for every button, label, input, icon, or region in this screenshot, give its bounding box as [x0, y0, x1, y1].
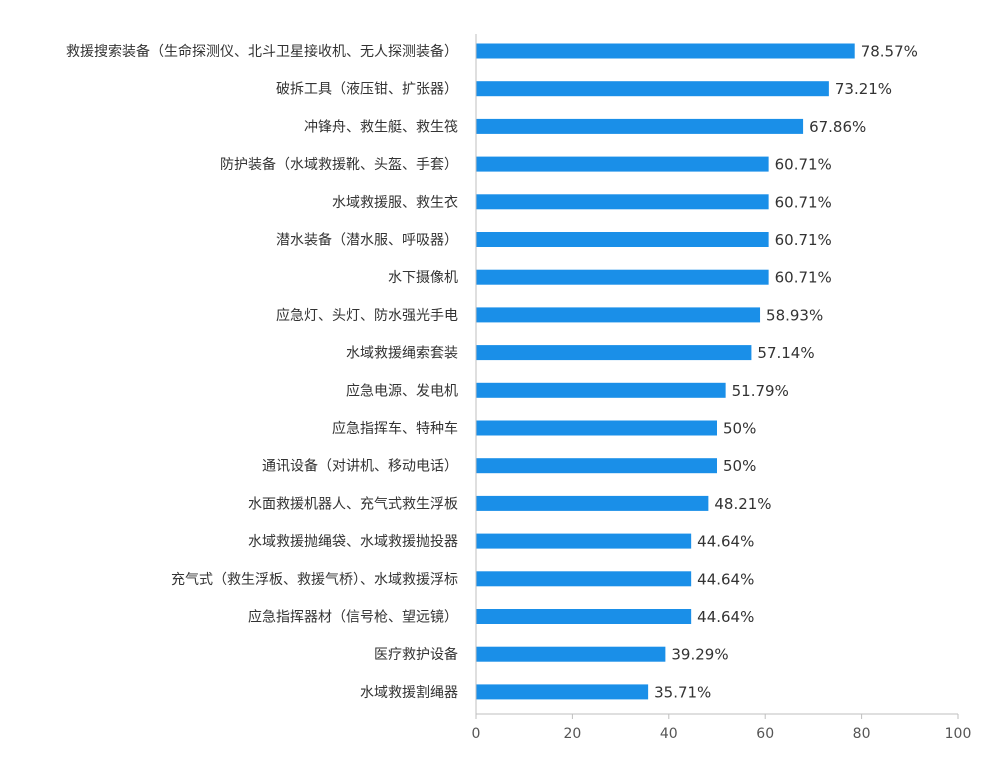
- value-label: 44.64%: [697, 570, 754, 588]
- category-label: 破拆工具（液压钳、扩张器）: [276, 82, 458, 98]
- category-label: 充气式（救生浮板、救援气桥）、水域救援浮标: [171, 572, 458, 588]
- bar: [476, 81, 829, 97]
- bar: [476, 43, 855, 59]
- value-label: 44.64%: [697, 533, 754, 551]
- x-tick-label: 20: [563, 726, 581, 742]
- value-label: 50%: [723, 420, 756, 438]
- bar: [476, 646, 666, 662]
- category-label: 救援搜索装备（生命探测仪、北斗卫星接收机、无人探测装备）: [66, 43, 458, 60]
- category-labels: 救援搜索装备（生命探测仪、北斗卫星接收机、无人探测装备） 破拆工具（液压钳、扩张器…: [66, 43, 458, 701]
- value-label: 44.64%: [697, 608, 754, 626]
- bar: [476, 420, 717, 436]
- category-label: 冲锋舟、救生艇、救生筏: [304, 118, 458, 135]
- bar: [476, 382, 726, 398]
- value-label: 50%: [723, 457, 756, 475]
- bar: [476, 156, 769, 172]
- category-label: 应急指挥车、特种车: [332, 420, 458, 437]
- category-label: 水域救援抛绳袋、水域救援抛投器: [248, 534, 458, 550]
- bar: [476, 684, 649, 700]
- category-label: 水域救援服、救生衣: [332, 195, 458, 211]
- category-label: 应急指挥器材（信号枪、望远镜）: [248, 609, 458, 626]
- bar: [476, 495, 709, 511]
- value-label: 48.21%: [714, 495, 771, 513]
- bar: [476, 345, 752, 361]
- bar: [476, 458, 717, 474]
- x-tick-label: 60: [756, 726, 774, 742]
- category-label: 应急电源、发电机: [346, 382, 458, 399]
- category-label: 水域救援绳索套装: [346, 345, 458, 362]
- value-label: 67.86%: [809, 118, 866, 136]
- bars-group: [476, 43, 855, 700]
- value-label: 60.71%: [775, 156, 832, 174]
- bar: [476, 533, 692, 549]
- x-tick-label: 0: [472, 726, 481, 742]
- x-tick-label: 40: [660, 726, 678, 742]
- value-label: 51.79%: [732, 382, 789, 400]
- bar: [476, 571, 692, 587]
- x-tick-label: 100: [945, 726, 972, 742]
- value-label: 60.71%: [775, 269, 832, 287]
- category-label: 通讯设备（对讲机、移动电话）: [262, 458, 458, 475]
- x-axis-ticks: 0 20 40 60 80 100: [472, 714, 972, 742]
- bar: [476, 307, 761, 323]
- value-labels: 78.57% 73.21% 67.86% 60.71% 60.71% 60.71% 60.7…: [654, 43, 918, 702]
- category-label: 水面救援机器人、充气式救生浮板: [248, 496, 458, 512]
- x-tick-label: 80: [853, 726, 871, 742]
- category-label: 潜水装备（潜水服、呼吸器）: [276, 232, 458, 249]
- value-label: 78.57%: [861, 43, 918, 61]
- category-label: 应急灯、头灯、防水强光手电: [276, 307, 458, 324]
- category-label: 防护装备（水域救援靴、头盔、手套）: [220, 156, 458, 173]
- value-label: 57.14%: [757, 344, 814, 362]
- value-label: 39.29%: [671, 646, 728, 664]
- value-label: 73.21%: [835, 80, 892, 98]
- value-label: 60.71%: [775, 193, 832, 211]
- bar: [476, 232, 769, 247]
- bar: [476, 269, 769, 285]
- bar: [476, 118, 804, 134]
- bar: [476, 609, 692, 624]
- category-label: 医疗救护设备: [374, 646, 458, 663]
- category-label: 水域救援割绳器: [360, 684, 458, 701]
- category-label: 水下摄像机: [388, 270, 458, 286]
- value-label: 58.93%: [766, 306, 823, 324]
- bar: [476, 194, 769, 210]
- value-label: 35.71%: [654, 683, 711, 701]
- value-label: 60.71%: [775, 231, 832, 249]
